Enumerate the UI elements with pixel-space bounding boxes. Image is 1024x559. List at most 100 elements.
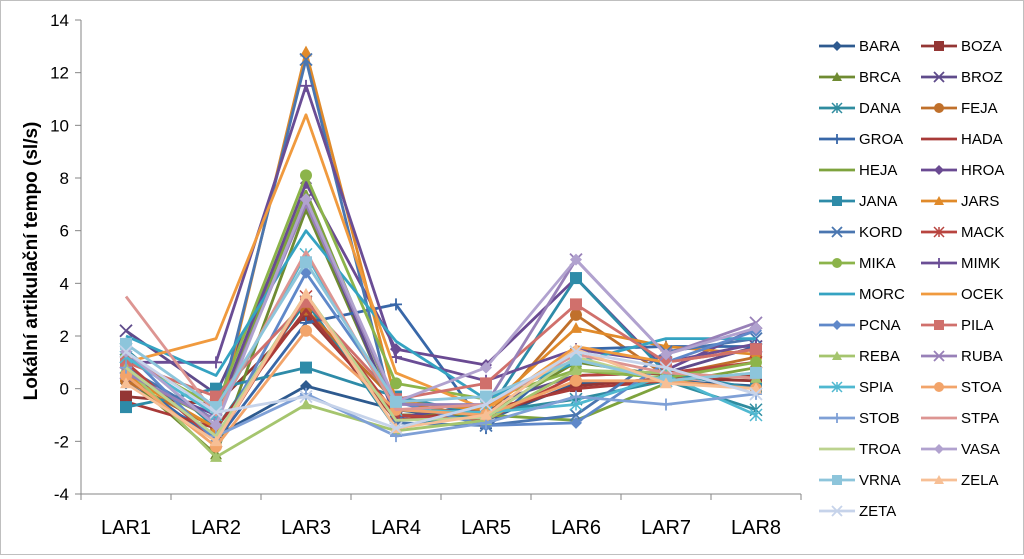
legend-item-feja: FEJA — [921, 100, 998, 117]
triangle-marker — [300, 45, 312, 57]
x-tick-label: LAR4 — [371, 517, 421, 539]
legend-label: STOB — [859, 410, 900, 427]
plus-marker — [210, 356, 222, 369]
legend-item-stob: STOB — [819, 410, 900, 427]
legend-label: SPIA — [859, 379, 893, 396]
series-line — [125, 329, 757, 449]
series-line — [125, 366, 757, 438]
diamond-marker — [750, 322, 762, 335]
legend-label: HROA — [961, 162, 1004, 179]
diamond-marker — [832, 320, 842, 330]
legend-item-kord: KORD — [819, 224, 903, 241]
square-marker — [120, 401, 132, 414]
legend-item-pcna: PCNA — [819, 317, 901, 334]
triangle-marker — [300, 287, 312, 299]
triangle-marker — [300, 398, 312, 410]
y-tick-label: 8 — [60, 169, 69, 188]
square-marker — [120, 390, 132, 403]
square-marker — [570, 298, 582, 311]
x-marker — [831, 226, 843, 238]
x-marker — [831, 505, 843, 517]
x-tick-label: LAR2 — [191, 517, 241, 539]
legend-label: REBA — [859, 348, 900, 365]
circle-marker — [390, 377, 402, 390]
x-marker — [749, 387, 763, 401]
asterisk-marker — [831, 102, 843, 114]
legend-item-hada: HADA — [921, 131, 1003, 148]
triangle-marker — [120, 377, 132, 389]
x-tick-label: LAR1 — [101, 517, 151, 539]
diamond-marker — [480, 361, 492, 374]
diamond-marker — [934, 165, 944, 175]
legend-label: STPA — [961, 410, 999, 427]
y-tick-label: 10 — [50, 116, 69, 135]
legend-label: ZELA — [961, 472, 999, 489]
diamond-marker — [300, 266, 312, 279]
triangle-marker — [660, 377, 672, 389]
square-marker — [750, 366, 762, 379]
plus-marker — [832, 134, 842, 144]
asterisk-marker — [831, 381, 843, 393]
series-line — [125, 366, 757, 459]
legend-label: MIMK — [961, 255, 1000, 272]
legend-label: PCNA — [859, 317, 901, 334]
x-marker — [569, 345, 583, 359]
square-marker — [210, 390, 222, 403]
legend-label: BRCA — [859, 69, 901, 86]
plus-marker — [570, 390, 582, 403]
triangle-marker — [570, 322, 582, 333]
square-marker — [120, 337, 132, 350]
diamond-marker — [832, 41, 842, 51]
legend-label: TROA — [859, 441, 901, 458]
plus-marker — [300, 79, 312, 92]
legend-label: HEJA — [859, 162, 897, 179]
legend-label: MORC — [859, 286, 905, 303]
y-tick-label: 2 — [60, 327, 69, 346]
square-marker — [832, 475, 842, 485]
legend-label: ZETA — [859, 503, 896, 520]
legend-label: BOZA — [961, 38, 1002, 55]
square-marker — [300, 361, 312, 374]
legend-item-reba: REBA — [819, 348, 900, 365]
axes: -4 -2 0 2 4 6 8 10 12 14 LAR1 LAR2 LAR3 LAR4 LAR5 LAR6 L… — [50, 11, 802, 539]
legend-label: DANA — [859, 100, 901, 117]
legend-item-morc: MORC — [819, 286, 905, 303]
triangle-marker — [832, 72, 842, 81]
legend-label: VASA — [961, 441, 1000, 458]
legend-label: RUBA — [961, 348, 1003, 365]
plus-marker — [660, 398, 672, 411]
triangle-marker — [570, 364, 582, 376]
x-marker — [119, 345, 133, 359]
y-tick-label: -4 — [54, 485, 69, 504]
diamond-marker — [570, 253, 582, 266]
circle-marker — [750, 356, 762, 369]
legend-label: MACK — [961, 224, 1004, 241]
legend-label: FEJA — [961, 100, 998, 117]
legend-item-vrna: VRNA — [819, 472, 901, 489]
y-tick-label: 0 — [60, 380, 69, 399]
triangle-marker — [480, 409, 492, 420]
series-line — [125, 197, 757, 427]
circle-marker — [570, 308, 582, 321]
series-line — [125, 302, 756, 443]
circle-marker — [120, 369, 132, 382]
y-tick-label: 4 — [60, 274, 69, 293]
legend-item-spia: SPIA — [819, 379, 893, 396]
x-marker — [389, 421, 403, 435]
legend-item-troa: TROA — [819, 441, 901, 458]
legend-label: GROA — [859, 131, 903, 148]
legend-label: JANA — [859, 193, 897, 210]
legend-item-brca: BRCA — [819, 69, 901, 86]
series-line — [125, 181, 757, 417]
series-zeta — [119, 345, 763, 435]
legend-label: HADA — [961, 131, 1003, 148]
triangle-marker — [934, 475, 944, 484]
x-tick-label: LAR6 — [551, 517, 601, 539]
legend-item-ocek: OCEK — [921, 286, 1004, 303]
square-marker — [300, 256, 312, 269]
legend-item-mimk: MIMK — [921, 255, 1000, 272]
square-marker — [570, 272, 582, 285]
legend-label: VRNA — [859, 472, 901, 489]
series-layer — [119, 45, 763, 462]
triangle-marker — [210, 451, 222, 462]
